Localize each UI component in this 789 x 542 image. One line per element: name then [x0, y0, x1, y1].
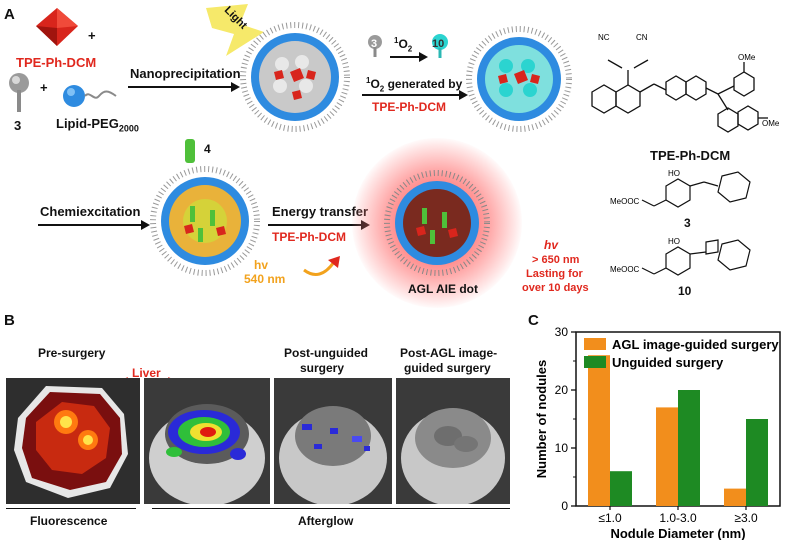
- photo-fluorescence: [6, 378, 140, 504]
- post-agl-photo: [401, 408, 505, 504]
- light-bolt-icon: [206, 4, 264, 56]
- bar-1-1: [678, 390, 700, 506]
- pre-surgery-label: Pre-surgery: [38, 346, 106, 360]
- legend-label-1: Unguided surgery: [612, 355, 724, 370]
- nanoprecipitation-label: Nanoprecipitation: [130, 66, 241, 81]
- tpe-ph-dcm-structure: NC CN OMe OMe: [591, 33, 780, 133]
- emission-line-2: Lasting for: [526, 268, 583, 280]
- plus-sign-1: +: [88, 28, 96, 43]
- legend-label-0: AGL image-guided surgery: [612, 337, 779, 352]
- nanoparticle-agl-dot: [384, 170, 490, 276]
- post-unguided-heatmap: [279, 406, 387, 504]
- y-tick-label-2: 20: [555, 383, 569, 397]
- x-tick-label-2: ≥3.0: [734, 511, 758, 525]
- hv-label: hv: [254, 258, 269, 272]
- legend-swatch-0: [584, 338, 606, 350]
- compound-3-icon: [9, 73, 29, 112]
- panel-b-label: B: [4, 312, 15, 329]
- nanoparticle-oxidized: [466, 26, 572, 132]
- energy-transfer-by-tpe: TPE-Ph-DCM: [272, 230, 346, 244]
- chemiexcitation-arrow: [38, 220, 150, 230]
- step-10-number: 10: [432, 38, 445, 50]
- oxidation-arrow: [390, 52, 428, 62]
- afterglow-pre-heatmap: [149, 404, 265, 504]
- nanoparticle-chemiexcited: [150, 166, 260, 276]
- x-tick-label-1: 1.0-3.0: [659, 511, 697, 525]
- compound-10-structure: HO MeOOC: [610, 237, 751, 276]
- photo-afterglow-pre: [144, 378, 270, 504]
- post-agl-line-2: guided surgery: [404, 361, 491, 375]
- cn-label: CN: [636, 33, 648, 42]
- panel-c-label: C: [528, 312, 539, 329]
- step-3-icon: [368, 35, 382, 57]
- hv-540-label: 540 nm: [244, 272, 286, 286]
- singlet-oxygen-label: 1O2: [394, 36, 413, 54]
- bar-0-1: [656, 407, 678, 506]
- curved-arrow-icon: [303, 256, 340, 276]
- emission-line-1: > 650 nm: [532, 254, 580, 266]
- tpe-diamond-icon: [36, 8, 78, 46]
- post-unguided-line-1: Post-unguided: [284, 346, 368, 360]
- tpe-ph-dcm-label-top: TPE-Ph-DCM: [16, 55, 97, 70]
- x-axis-label: Nodule Diameter (nm): [610, 526, 745, 540]
- nc-label: NC: [598, 33, 610, 42]
- compound-4-icon: [185, 139, 195, 163]
- fluorescence-caption: Fluorescence: [30, 514, 108, 528]
- photo-post-unguided: [274, 378, 392, 504]
- y-tick-label-3: 30: [555, 325, 569, 339]
- o2-generated-by-tpe: TPE-Ph-DCM: [372, 100, 446, 114]
- post-unguided-line-2: surgery: [300, 361, 345, 375]
- compound-4-number: 4: [204, 142, 211, 156]
- o2-generated-arrow: [362, 90, 468, 100]
- bar-0-2: [724, 488, 746, 506]
- agl-aie-dot-label: AGL AIE dot: [408, 282, 478, 296]
- bar-0-0: [588, 355, 610, 506]
- tpe-ph-dcm-structure-label: TPE-Ph-DCM: [650, 148, 731, 163]
- photo-post-agl: [396, 378, 510, 504]
- fluorescence-underline: [6, 508, 136, 509]
- legend-swatch-1: [584, 356, 606, 368]
- plus-sign-2: +: [40, 80, 48, 95]
- afterglow-underline: [152, 508, 510, 509]
- afterglow-caption: Afterglow: [298, 514, 354, 528]
- nanoprecipitation-arrow: [128, 82, 240, 92]
- step-10-icon: [432, 34, 448, 58]
- liver-label: Liver: [132, 366, 161, 380]
- ome-label-2: OMe: [762, 119, 780, 128]
- compound-3-number: 3: [14, 118, 22, 133]
- o2-generated-label: 1O2 generated by: [366, 76, 463, 94]
- compound-3-structure-label: 3: [684, 216, 691, 230]
- step-3-number: 3: [371, 38, 378, 50]
- fluorescence-heatmap: [14, 386, 128, 498]
- compound-10-structure-label: 10: [678, 284, 692, 298]
- meoocc-label-3: MeOOC: [610, 197, 640, 206]
- x-tick-label-0: ≤1.0: [598, 511, 622, 525]
- energy-transfer-label: Energy transfer: [272, 204, 369, 219]
- bar-1-2: [746, 419, 768, 506]
- y-axis-label: Number of nodules: [534, 360, 549, 478]
- lipid-peg-label: Lipid-PEG2000: [56, 116, 139, 134]
- ho-label-10: HO: [668, 237, 680, 246]
- bar-1-0: [610, 471, 632, 506]
- panel-a-label: A: [4, 6, 15, 23]
- lipid-peg-icon: [63, 85, 117, 107]
- chemiexcitation-label: Chemiexcitation: [40, 204, 141, 219]
- meoocc-label-10: MeOOC: [610, 265, 640, 274]
- ome-label-1: OMe: [738, 53, 756, 62]
- emission-line-3: over 10 days: [522, 282, 589, 294]
- compound-3-structure: HO MeOOC: [610, 169, 751, 208]
- emission-hv-label: hv: [544, 238, 559, 252]
- y-tick-label-0: 0: [561, 499, 568, 513]
- ho-label-3: HO: [668, 169, 680, 178]
- post-agl-line-1: Post-AGL image-: [400, 346, 498, 360]
- y-tick-label-1: 10: [555, 441, 569, 455]
- nanoparticle-initial: [240, 22, 350, 132]
